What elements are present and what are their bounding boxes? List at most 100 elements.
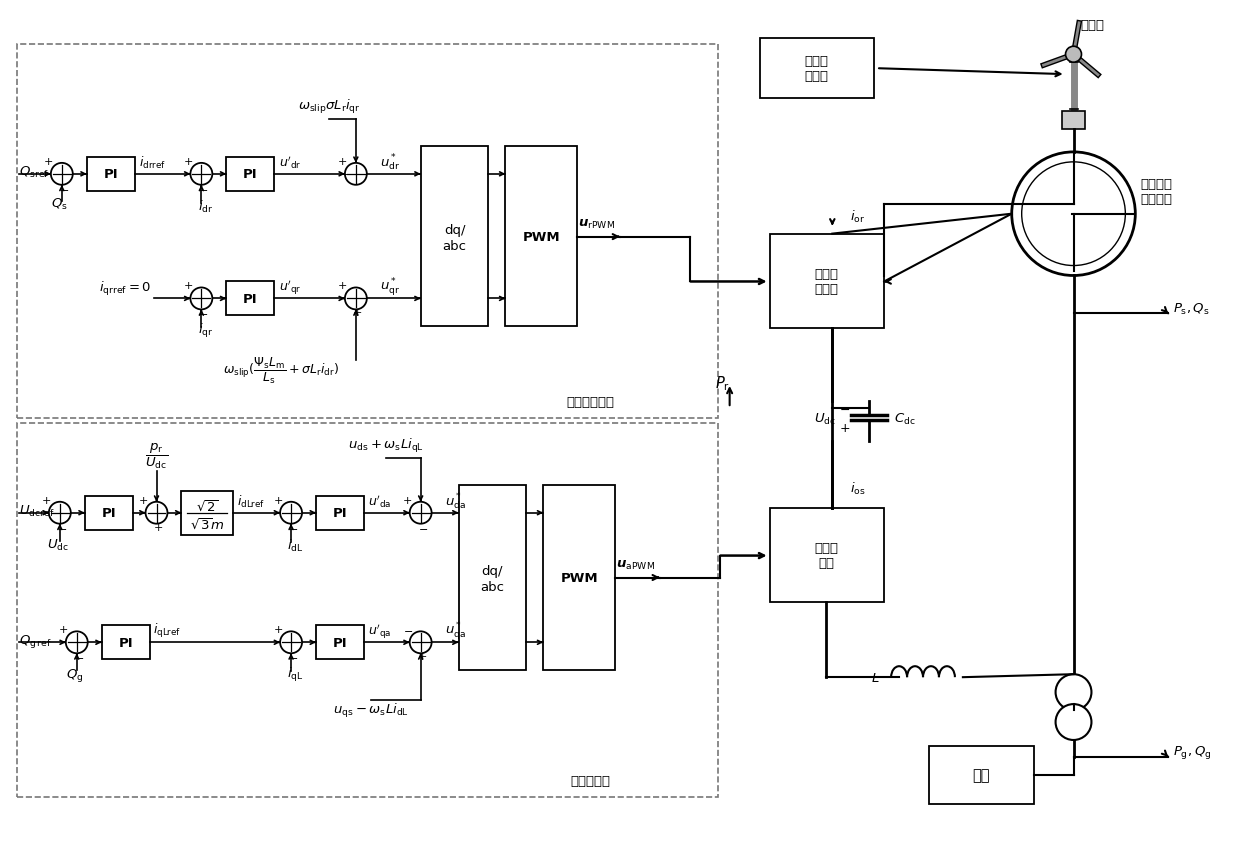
Bar xyxy=(420,147,489,327)
Text: $U_{\rm dc}$: $U_{\rm dc}$ xyxy=(47,537,69,553)
Text: $i_{\rm qr}$: $i_{\rm qr}$ xyxy=(197,322,213,339)
Text: PI: PI xyxy=(118,636,133,649)
Text: +: + xyxy=(339,157,347,166)
Circle shape xyxy=(1065,47,1081,63)
Text: 绕线式感: 绕线式感 xyxy=(1141,178,1172,191)
Text: $-$: $-$ xyxy=(838,402,849,415)
Text: $i_{\rm qLref}$: $i_{\rm qLref}$ xyxy=(154,622,181,640)
Text: +: + xyxy=(154,522,164,532)
Circle shape xyxy=(66,631,88,653)
Text: $i_{\rm dr}$: $i_{\rm dr}$ xyxy=(197,199,213,214)
Text: $i_{\rm dLref}$: $i_{\rm dLref}$ xyxy=(237,493,265,509)
Bar xyxy=(102,625,150,659)
Bar xyxy=(17,423,718,797)
Text: $Q_{\rm g\,ref}$: $Q_{\rm g\,ref}$ xyxy=(19,632,52,649)
Circle shape xyxy=(280,631,303,653)
Text: $-$: $-$ xyxy=(73,652,84,661)
Circle shape xyxy=(409,631,432,653)
Text: +: + xyxy=(60,624,68,635)
Text: $Q_{\rm g}$: $Q_{\rm g}$ xyxy=(66,666,83,683)
Text: PI: PI xyxy=(243,168,258,181)
Text: $-$: $-$ xyxy=(198,308,208,318)
Text: $u^*_{\rm qa}$: $u^*_{\rm qa}$ xyxy=(445,619,465,641)
Text: $-$: $-$ xyxy=(288,652,298,661)
Text: 网侧控制器: 网侧控制器 xyxy=(570,774,610,787)
Bar xyxy=(929,746,1034,804)
Text: $P_{\rm r}$: $P_{\rm r}$ xyxy=(714,374,729,393)
Text: +: + xyxy=(274,496,283,505)
Text: PI: PI xyxy=(103,168,118,181)
Bar xyxy=(459,485,526,670)
Circle shape xyxy=(145,502,167,524)
Text: $\sqrt{3}m$: $\sqrt{3}m$ xyxy=(190,518,224,532)
Text: $u^*_{\rm qr}$: $u^*_{\rm qr}$ xyxy=(379,276,401,298)
Bar xyxy=(226,158,274,192)
Text: $-$: $-$ xyxy=(57,522,67,532)
Text: $-$: $-$ xyxy=(198,183,208,194)
Bar xyxy=(84,496,133,530)
Text: $\boldsymbol{u}_{\rm aPWM}$: $\boldsymbol{u}_{\rm aPWM}$ xyxy=(616,559,656,572)
Text: +: + xyxy=(403,496,413,505)
Text: $\dfrac{p_{\rm r}}{U_{\rm dc}}$: $\dfrac{p_{\rm r}}{U_{\rm dc}}$ xyxy=(145,441,169,470)
Text: abc: abc xyxy=(480,580,505,594)
Text: $-$: $-$ xyxy=(403,624,413,635)
Text: +: + xyxy=(353,308,362,318)
Text: +: + xyxy=(339,281,347,291)
Text: 网侧变
换器: 网侧变 换器 xyxy=(815,542,838,570)
Circle shape xyxy=(345,164,367,186)
Bar xyxy=(770,235,884,329)
Text: PI: PI xyxy=(332,636,347,649)
Text: $-$: $-$ xyxy=(337,168,348,177)
Text: dq/: dq/ xyxy=(444,223,465,236)
Text: $u'_{\rm dr}$: $u'_{\rm dr}$ xyxy=(279,154,301,171)
Circle shape xyxy=(191,288,212,310)
Text: 应发电机: 应发电机 xyxy=(1141,193,1172,206)
Text: PI: PI xyxy=(243,293,258,305)
Circle shape xyxy=(345,288,367,310)
Text: +: + xyxy=(274,624,283,635)
Text: $u^*_{\rm da}$: $u^*_{\rm da}$ xyxy=(445,491,465,511)
Text: $U_{\rm dc}$: $U_{\rm dc}$ xyxy=(815,411,837,426)
Text: +: + xyxy=(42,496,52,505)
Text: dq/: dq/ xyxy=(481,565,503,577)
Bar xyxy=(181,491,233,535)
Text: $u^*_{\rm dr}$: $u^*_{\rm dr}$ xyxy=(379,153,401,173)
Bar xyxy=(17,45,718,419)
Text: $P_{\rm g},Q_{\rm g}$: $P_{\rm g},Q_{\rm g}$ xyxy=(1173,744,1211,761)
Text: +: + xyxy=(45,157,53,166)
Text: $i_{\rm qrref}=0$: $i_{\rm qrref}=0$ xyxy=(99,280,151,298)
Bar xyxy=(543,485,615,670)
Text: $i_{\rm os}$: $i_{\rm os}$ xyxy=(851,480,866,496)
Text: 电网: 电网 xyxy=(972,768,990,782)
Text: $u'_{\rm qa}$: $u'_{\rm qa}$ xyxy=(368,621,392,640)
Text: $i_{\rm or}$: $i_{\rm or}$ xyxy=(851,208,866,224)
Bar xyxy=(87,158,135,192)
Text: $-$: $-$ xyxy=(418,522,428,532)
Text: +: + xyxy=(139,496,149,505)
Circle shape xyxy=(1055,705,1091,740)
Text: +: + xyxy=(418,652,428,661)
Text: +: + xyxy=(184,157,193,166)
Text: $u'_{\rm da}$: $u'_{\rm da}$ xyxy=(368,493,392,509)
Text: $u_{\rm qs}-\omega_{\rm s}Li_{\rm dL}$: $u_{\rm qs}-\omega_{\rm s}Li_{\rm dL}$ xyxy=(332,701,409,719)
Bar xyxy=(226,282,274,316)
Text: $i_{\rm dL}$: $i_{\rm dL}$ xyxy=(286,537,304,553)
Bar xyxy=(1061,112,1085,130)
Text: $\boldsymbol{u}_{\rm rPWM}$: $\boldsymbol{u}_{\rm rPWM}$ xyxy=(578,218,615,231)
Text: $\sqrt{2}$: $\sqrt{2}$ xyxy=(196,498,218,514)
Bar xyxy=(770,508,884,603)
Text: $L$: $L$ xyxy=(870,671,879,684)
Text: $C_{\rm dc}$: $C_{\rm dc}$ xyxy=(894,411,916,426)
Text: $+$: $+$ xyxy=(838,422,849,435)
Bar xyxy=(316,496,363,530)
Text: 转子侧控制器: 转子侧控制器 xyxy=(567,396,614,409)
Bar xyxy=(760,39,874,99)
Text: $u_{\rm ds}+\omega_{\rm s}Li_{\rm qL}$: $u_{\rm ds}+\omega_{\rm s}Li_{\rm qL}$ xyxy=(347,437,424,455)
Text: 风力机
控制器: 风力机 控制器 xyxy=(805,55,828,83)
Text: abc: abc xyxy=(443,240,466,252)
Text: PWM: PWM xyxy=(522,230,560,243)
Bar xyxy=(506,147,577,327)
Text: $U_{\rm dcref}$: $U_{\rm dcref}$ xyxy=(19,503,55,519)
Text: 转子侧
变换器: 转子侧 变换器 xyxy=(815,268,838,296)
Circle shape xyxy=(1055,675,1091,711)
